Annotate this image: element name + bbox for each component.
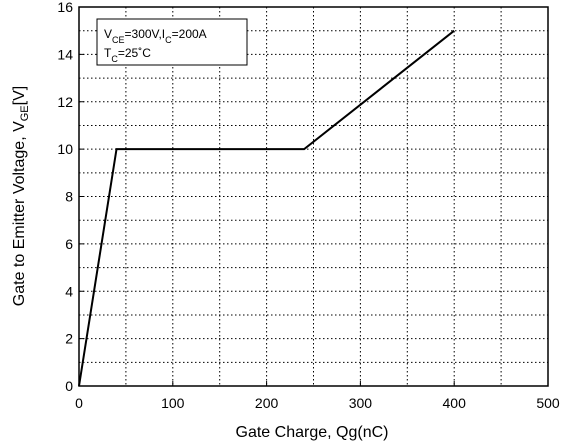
- annotation-box: [96, 18, 248, 66]
- annotation-text: =200A: [172, 27, 207, 41]
- conditions-annotation: VCE=300V,IC=200A TC=25˚C: [96, 18, 248, 66]
- y-axis-title-subscript: GE: [19, 105, 31, 121]
- annotation-text: =25: [118, 46, 139, 60]
- y-tick-label: 4: [65, 283, 73, 299]
- annotation-subscript: CE: [112, 35, 125, 45]
- y-tick-label: 8: [65, 189, 73, 205]
- y-axis-title: Gate to Emitter Voltage, VGE[V]: [11, 86, 31, 306]
- y-tick-label: 0: [65, 378, 73, 394]
- x-tick-label: 0: [75, 395, 83, 411]
- y-tick-label: 12: [57, 94, 73, 110]
- y-tick-label: 14: [57, 46, 73, 62]
- y-tick-label: 16: [57, 0, 73, 15]
- grid-lines: [79, 7, 548, 386]
- series-line-0: [78, 29, 455, 387]
- annotation-subscript: C: [165, 35, 172, 45]
- tick-labels: 0 100 200 300 400 500 0 2 4 6 8 10 12 14 16: [57, 0, 559, 411]
- annotation-text: ˚C: [138, 46, 151, 60]
- y-tick-label: 2: [65, 331, 73, 347]
- annotation-line-2: TC=25˚C: [104, 46, 151, 64]
- x-axis-title: Gate Charge, Qg(nC): [236, 424, 389, 441]
- x-tick-label: 500: [536, 395, 560, 411]
- annotation-text: V: [104, 27, 112, 41]
- x-tick-label: 300: [349, 395, 373, 411]
- x-tick-label: 200: [255, 395, 279, 411]
- annotation-text: =300V,I: [125, 27, 166, 41]
- x-tick-label: 100: [161, 395, 185, 411]
- y-tick-label: 6: [65, 236, 73, 252]
- y-axis-title-unit: [V]: [11, 86, 28, 106]
- annotation-line-1: VCE=300V,IC=200A: [104, 27, 207, 45]
- annotation-subscript: C: [111, 54, 118, 64]
- annotation-text: T: [104, 46, 112, 60]
- x-tick-label: 400: [443, 395, 467, 411]
- y-axis-title-main: Gate to Emitter Voltage, V: [11, 121, 28, 306]
- series-layer: [78, 29, 455, 387]
- y-tick-label: 10: [57, 141, 73, 157]
